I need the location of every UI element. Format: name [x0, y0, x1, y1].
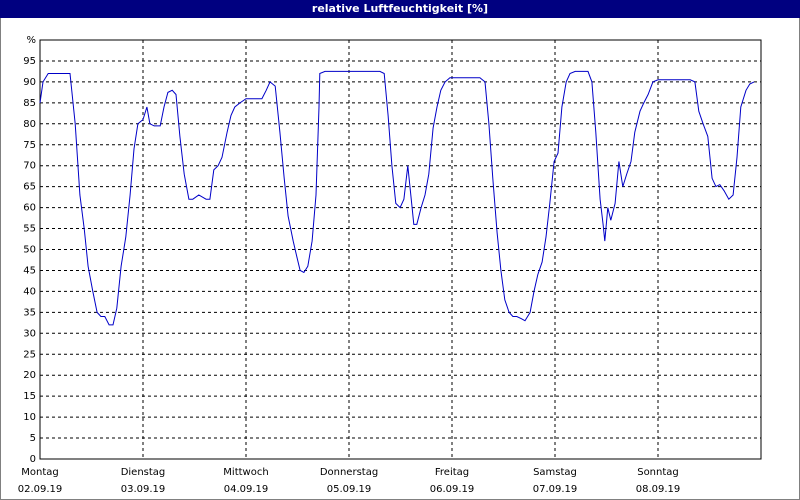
plot-frame [39, 39, 762, 460]
humidity-line [39, 70, 755, 326]
x-tick-date: 07.09.19 [533, 484, 578, 495]
x-tick-date: 02.09.19 [18, 484, 63, 495]
y-tick-label: % [26, 35, 36, 46]
x-tick-date: 06.09.19 [430, 484, 475, 495]
y-tick-label: 80 [23, 119, 36, 130]
chart-title: relative Luftfeuchtigkeit [%] [312, 2, 488, 15]
y-tick-label: 70 [23, 161, 36, 172]
x-tick-label: Sonntag [637, 467, 679, 478]
y-tick-label: 60 [23, 203, 36, 214]
x-tick-label: Samstag [533, 467, 577, 478]
y-tick-label: 20 [23, 370, 36, 381]
y-tick-label: 45 [23, 265, 36, 276]
x-tick-date: 04.09.19 [224, 484, 269, 495]
x-tick-label: Dienstag [121, 467, 166, 478]
x-tick-label: Mittwoch [223, 467, 268, 478]
y-tick-label: 95 [23, 56, 36, 67]
x-tick-label: Freitag [435, 467, 469, 478]
y-tick-label: 85 [23, 98, 36, 109]
x-tick-label: Montag [21, 467, 58, 478]
y-tick-label: 0 [30, 454, 36, 465]
y-tick-label: 15 [23, 391, 36, 402]
y-tick-label: 25 [23, 349, 36, 360]
y-tick-label: 30 [23, 328, 36, 339]
y-tick-label: 35 [23, 307, 36, 318]
y-tick-label: 65 [23, 182, 36, 193]
y-tick-label: 55 [23, 224, 36, 235]
y-tick-label: 5 [30, 433, 36, 444]
y-tick-label: 50 [23, 245, 36, 256]
x-tick-date: 05.09.19 [327, 484, 372, 495]
y-tick-label: 40 [23, 286, 36, 297]
x-tick-date: 03.09.19 [121, 484, 166, 495]
x-tick-label: Donnerstag [320, 467, 378, 478]
x-tick-date: 08.09.19 [636, 484, 681, 495]
y-tick-label: 90 [23, 77, 36, 88]
title-bar [0, 0, 800, 18]
y-tick-label: 75 [23, 140, 36, 151]
y-tick-label: 10 [23, 412, 36, 423]
